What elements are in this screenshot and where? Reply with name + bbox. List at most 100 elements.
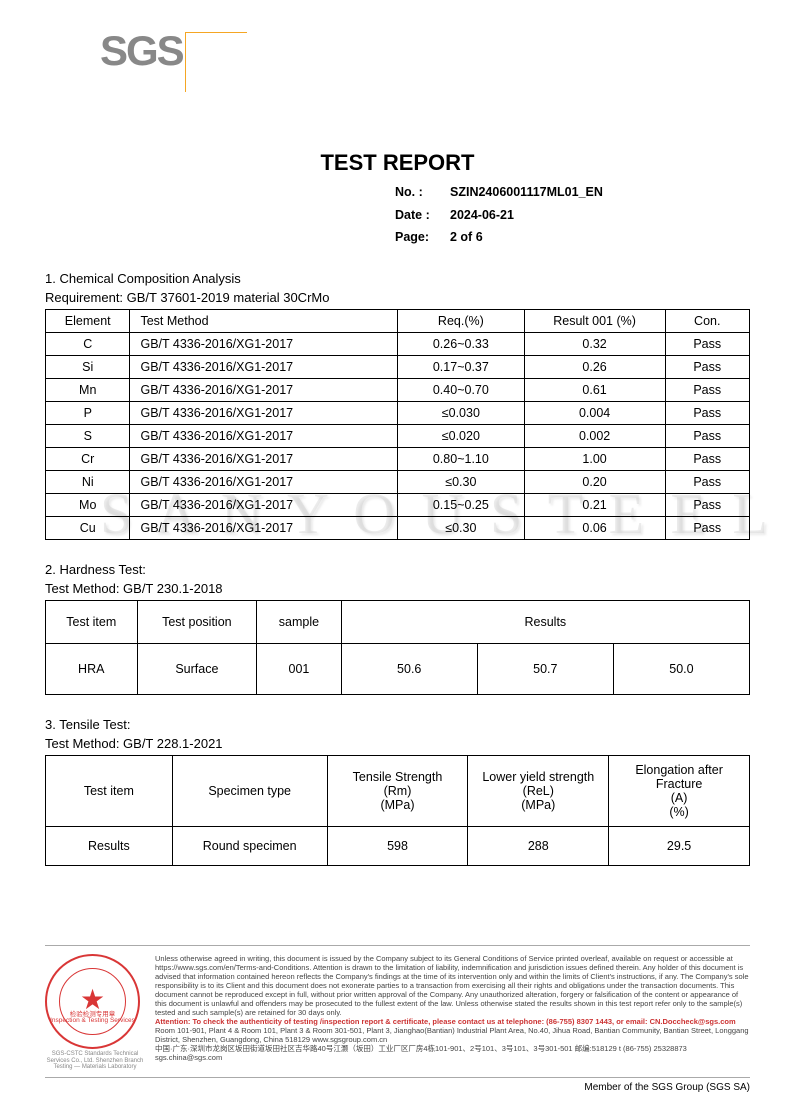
t1-cell: Cr (46, 447, 130, 470)
t1-cell: 0.002 (524, 424, 665, 447)
t3-col-yield: Lower yield strength (ReL) (MPa) (468, 755, 609, 826)
t2-col-results: Results (341, 600, 749, 643)
t1-cell: Ni (46, 470, 130, 493)
t1-cell: 0.004 (524, 401, 665, 424)
chemical-composition-table: ElementTest MethodReq.(%)Result 001 (%)C… (45, 309, 750, 540)
t3-col-specimen: Specimen type (172, 755, 327, 826)
t1-cell: Mn (46, 378, 130, 401)
t1-cell: GB/T 4336-2016/XG1-2017 (130, 355, 398, 378)
footer-fineprint: Unless otherwise agreed in writing, this… (155, 954, 750, 1071)
t2-col-testitem: Test item (46, 600, 138, 643)
logo-line (185, 32, 247, 33)
meta-no-value: SZIN2406001117ML01_EN (450, 181, 603, 204)
t1-cell: 0.26 (524, 355, 665, 378)
t1-cell: S (46, 424, 130, 447)
t1-cell: ≤0.030 (397, 401, 524, 424)
t1-cell: Pass (665, 378, 750, 401)
t1-cell: 0.61 (524, 378, 665, 401)
t1-header-cell: Req.(%) (397, 309, 524, 332)
t2-cell: Surface (137, 643, 257, 694)
t1-cell: GB/T 4336-2016/XG1-2017 (130, 424, 398, 447)
section1-heading: 1. Chemical Composition Analysis (45, 271, 750, 286)
t1-cell: GB/T 4336-2016/XG1-2017 (130, 516, 398, 539)
t2-cell: 50.7 (477, 643, 613, 694)
t1-header-cell: Element (46, 309, 130, 332)
footer-member: Member of the SGS Group (SGS SA) (45, 1077, 750, 1093)
stamp-en: Inspection & Testing Services (47, 1018, 138, 1025)
t1-cell: 0.26~0.33 (397, 332, 524, 355)
logo-text: SGS (100, 30, 230, 72)
t2-cell: HRA (46, 643, 138, 694)
t1-cell: 0.15~0.25 (397, 493, 524, 516)
t1-cell: 0.21 (524, 493, 665, 516)
section2-heading: 2. Hardness Test: (45, 562, 750, 577)
t1-cell: 0.17~0.37 (397, 355, 524, 378)
fineprint-addr-en: Room 101-901, Plant 4 & Room 101, Plant … (155, 1026, 749, 1044)
t1-cell: C (46, 332, 130, 355)
meta-page-value: 2 of 6 (450, 226, 483, 249)
t1-cell: GB/T 4336-2016/XG1-2017 (130, 332, 398, 355)
section2-method: Test Method: GB/T 230.1-2018 (45, 581, 750, 596)
inspection-stamp: ★ 检验检测专用章 Inspection & Testing Services (45, 954, 140, 1049)
t2-col-sample: sample (257, 600, 341, 643)
meta-date-label: Date : (395, 204, 450, 227)
t1-cell: P (46, 401, 130, 424)
logo-line (185, 32, 186, 92)
t1-cell: ≤0.020 (397, 424, 524, 447)
t1-cell: GB/T 4336-2016/XG1-2017 (130, 401, 398, 424)
t3-cell: 598 (327, 826, 468, 865)
t2-cell: 50.6 (341, 643, 477, 694)
t3-col-elongation: Elongation after Fracture (A) (%) (609, 755, 750, 826)
fineprint-addr-cn: 中国·广东·深圳市龙岗区坂田街道坂田社区吉华路40号江灏（坂田）工业厂区厂房4栋… (155, 1044, 687, 1062)
t1-cell: 0.06 (524, 516, 665, 539)
fineprint-attention: Attention: To check the authenticity of … (155, 1017, 736, 1026)
page-footer: ★ 检验检测专用章 Inspection & Testing Services … (45, 945, 750, 1093)
t1-cell: Mo (46, 493, 130, 516)
t2-cell: 50.0 (613, 643, 749, 694)
t1-cell: Pass (665, 516, 750, 539)
t1-cell: GB/T 4336-2016/XG1-2017 (130, 470, 398, 493)
t1-cell: Pass (665, 493, 750, 516)
section3-method: Test Method: GB/T 228.1-2021 (45, 736, 750, 751)
t1-cell: Pass (665, 424, 750, 447)
report-title: TEST REPORT (45, 150, 750, 176)
t1-cell: 0.80~1.10 (397, 447, 524, 470)
t3-cell: Round specimen (172, 826, 327, 865)
t2-cell: 001 (257, 643, 341, 694)
tensile-table: Test item Specimen type Tensile Strength… (45, 755, 750, 866)
t1-cell: GB/T 4336-2016/XG1-2017 (130, 378, 398, 401)
stamp-below-text: SGS-CSTC Standards Technical Services Co… (45, 1051, 145, 1071)
t1-cell: ≤0.30 (397, 516, 524, 539)
hardness-table: Test item Test position sample Results H… (45, 600, 750, 695)
t1-cell: Si (46, 355, 130, 378)
t1-cell: Pass (665, 447, 750, 470)
t1-cell: Pass (665, 470, 750, 493)
t3-cell: Results (46, 826, 173, 865)
t3-cell: 29.5 (609, 826, 750, 865)
t1-cell: Pass (665, 355, 750, 378)
t1-header-cell: Con. (665, 309, 750, 332)
fineprint-body: Unless otherwise agreed in writing, this… (155, 954, 749, 1017)
meta-page-label: Page: (395, 226, 450, 249)
t1-header-cell: Test Method (130, 309, 398, 332)
meta-date-value: 2024-06-21 (450, 204, 514, 227)
t1-cell: ≤0.30 (397, 470, 524, 493)
section3-heading: 3. Tensile Test: (45, 717, 750, 732)
t3-col-tensile: Tensile Strength (Rm) (MPa) (327, 755, 468, 826)
sgs-logo: SGS (100, 30, 230, 95)
t1-cell: GB/T 4336-2016/XG1-2017 (130, 493, 398, 516)
t2-col-position: Test position (137, 600, 257, 643)
t1-cell: Pass (665, 332, 750, 355)
meta-no-label: No. : (395, 181, 450, 204)
t1-cell: Pass (665, 401, 750, 424)
t1-header-cell: Result 001 (%) (524, 309, 665, 332)
report-meta: No. : SZIN2406001117ML01_EN Date : 2024-… (395, 181, 750, 249)
t3-cell: 288 (468, 826, 609, 865)
t1-cell: 1.00 (524, 447, 665, 470)
t1-cell: 0.40~0.70 (397, 378, 524, 401)
t1-cell: GB/T 4336-2016/XG1-2017 (130, 447, 398, 470)
t1-cell: 0.20 (524, 470, 665, 493)
section1-requirement: Requirement: GB/T 37601-2019 material 30… (45, 290, 750, 305)
t1-cell: Cu (46, 516, 130, 539)
t1-cell: 0.32 (524, 332, 665, 355)
